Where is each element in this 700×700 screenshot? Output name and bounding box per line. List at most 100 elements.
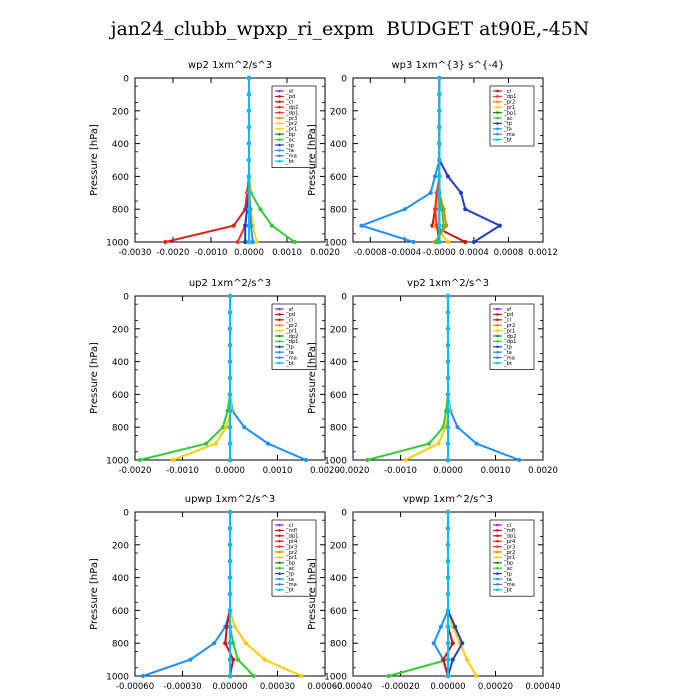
legend-entry: _cl [285,523,293,529]
data-point [227,375,233,381]
y-tick-label: 0 [341,75,347,85]
legend-marker [278,566,281,570]
data-point [246,239,252,245]
legend-marker [496,138,499,141]
legend-entry: _pr1 [503,328,515,334]
budget-panel: up2 1xm^2/s^3 Pressure [hPa] 0 200 400 600 800… [89,278,340,476]
y-tick-label: 200 [112,541,129,551]
y-tick-label: 600 [330,607,347,617]
legend-entry: _bt [285,159,294,165]
y-tick-label: 400 [330,358,347,368]
y-tick-label: 200 [112,325,129,335]
legend-marker [278,132,281,136]
legend-entry: _ta [285,350,294,356]
series-line-dp1 [139,296,231,461]
data-point [246,92,252,97]
data-point [265,441,271,446]
legend-entry: _pr1 [503,555,515,561]
legend-marker [278,340,281,343]
legend-marker [278,523,281,527]
data-point [262,657,267,662]
data-point [243,239,248,245]
data-point [140,673,146,679]
data-point [227,608,233,613]
data-point [246,190,252,195]
data-point [474,441,479,446]
y-tick-label: 1000 [106,673,129,683]
legend-marker [278,561,281,565]
legend-marker [278,318,281,322]
data-point [227,392,233,397]
data-point [441,223,446,228]
legend-marker [278,529,281,532]
y-tick-label: 600 [330,173,347,183]
legend-marker [496,361,499,365]
x-tick-label: 0.00000 [212,682,247,692]
data-point [231,223,236,228]
series-line-ta [432,512,449,677]
data-point [402,207,407,212]
y-tick-label: 200 [330,325,347,335]
data-point [445,293,451,299]
x-tick-label: -0.0010 [166,466,199,476]
data-point [445,310,451,315]
legend-entry: _ta [285,577,294,583]
y-tick-label: 200 [112,107,129,117]
legend-entry: _pr2 [285,550,297,556]
data-point [453,624,458,629]
data-point [227,575,233,580]
legend-marker [278,556,281,559]
panel-title: vp2 1xm^2/s^3 [407,278,489,289]
data-point [231,641,236,646]
data-point [441,657,446,662]
data-point [227,457,233,463]
data-point [445,326,451,331]
legend-marker [496,556,499,559]
legend-marker [496,323,499,327]
series-line-pr1 [447,512,478,677]
legend-entry: _pr4 [503,539,516,545]
legend-entry: _cl [503,523,511,529]
data-point [227,359,233,364]
y-axis-label: Pressure [hPa] [89,342,100,414]
x-tick-label: 0.0020 [310,466,340,476]
budget-panel: upwp 1xm^2/s^3 Pressure [hPa] 0 200 400 600 80… [89,494,343,692]
legend-marker [278,323,281,327]
legend-entry: _sf [285,89,293,95]
x-tick-label: -0.00060 [116,682,154,692]
data-point [437,223,442,228]
x-tick-label: -0.0020 [119,466,152,476]
legend-marker [496,116,499,120]
x-tick-label: 0.00000 [430,682,465,692]
legend-marker [278,138,281,141]
data-point [163,239,168,245]
data-point [231,657,236,662]
legend-entry: _sf [503,307,511,313]
data-point [437,141,442,146]
legend-marker [496,89,499,93]
legend-entry: _dp1 [503,339,516,345]
legend-entry: _ta [503,127,512,133]
legend-entry: _tp [503,121,513,127]
legend-entry: _tp [285,345,295,351]
legend-entry: _dp1 [503,534,516,540]
series-line-tp [447,512,464,677]
legend-marker [496,132,499,136]
y-axis-label: Pressure [hPa] [89,558,100,630]
data-point [464,657,470,662]
legend-marker [496,550,499,554]
legend-marker [496,100,499,104]
data-point [445,174,451,179]
legend-entry: _bp [503,561,514,567]
legend-marker [278,154,281,158]
x-tick-label: -0.00030 [163,682,201,692]
data-point [243,223,248,228]
y-tick-label: 600 [112,607,129,617]
legend-entry: _pr3 [285,116,297,122]
x-tick-label: 0.0020 [310,248,340,258]
legend-marker [278,539,281,543]
panel-title: upwp 1xm^2/s^3 [185,494,275,505]
data-point [224,425,229,430]
data-point [227,310,233,315]
